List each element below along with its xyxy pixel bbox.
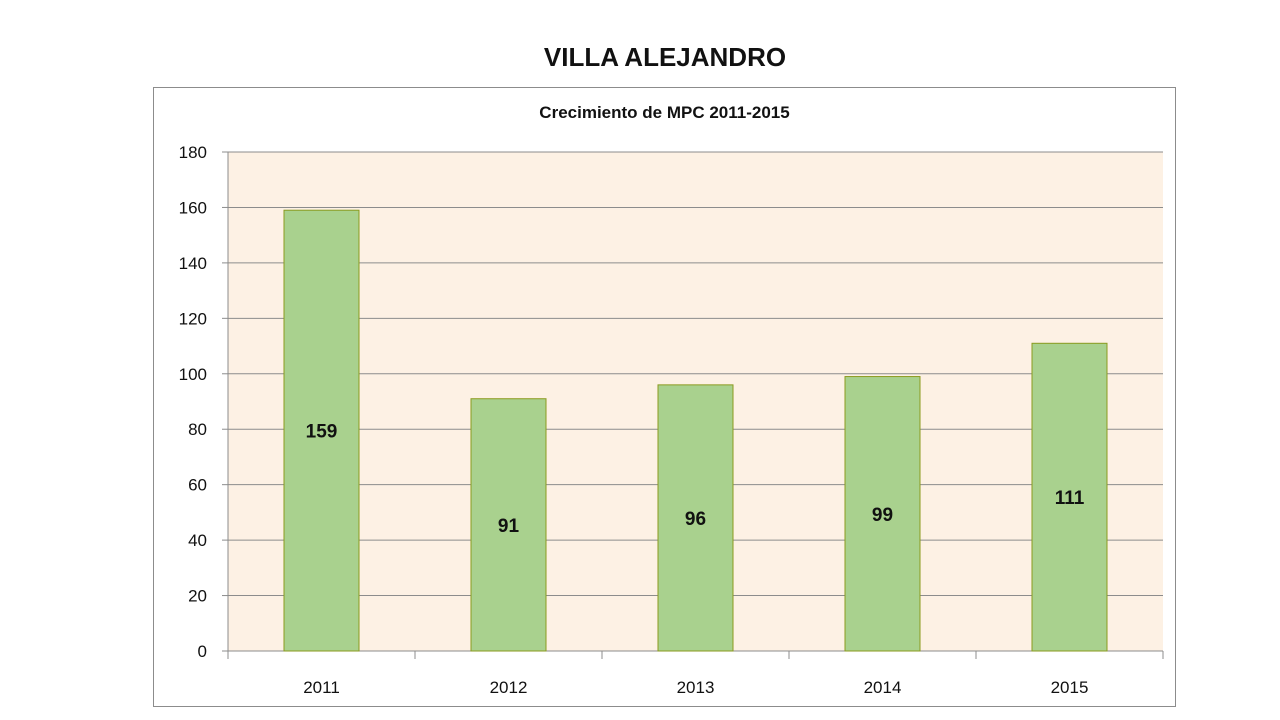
y-tick-label-0: 0 [198, 642, 207, 661]
x-tick-label-2012: 2012 [490, 678, 528, 697]
x-tick-label-2015: 2015 [1051, 678, 1089, 697]
y-tick-label-80: 80 [188, 420, 207, 439]
y-tick-label-180: 180 [179, 143, 207, 162]
chart-title: Crecimiento de MPC 2011-2015 [539, 103, 790, 122]
data-label-2012: 91 [498, 516, 520, 537]
y-tick-label-160: 160 [179, 198, 207, 217]
bar-chart: 0 20 40 60 80 100 120 140 160 180 159 2011 91 2012 96 2… [179, 143, 1164, 697]
data-label-2011: 159 [306, 422, 338, 443]
x-tick-label-2013: 2013 [677, 678, 715, 697]
data-label-2015: 111 [1055, 488, 1085, 509]
slide-title: VILLA ALEJANDRO [543, 42, 787, 72]
y-tick-label-100: 100 [179, 365, 207, 384]
y-tick-label-40: 40 [188, 531, 207, 550]
x-tick-label-2011: 2011 [303, 678, 340, 697]
y-tick-label-60: 60 [188, 476, 207, 495]
y-tick-label-120: 120 [179, 309, 207, 328]
bar-2011 [283, 209, 360, 652]
bar-2012 [470, 398, 547, 652]
data-label-2014: 99 [872, 505, 893, 526]
data-label-2013: 96 [685, 509, 706, 530]
y-tick-label-140: 140 [179, 254, 207, 273]
chart-frame: Crecimiento de MPC 2011-2015 0 20 40 60 80 10… [153, 87, 1176, 707]
bar-2013 [657, 384, 734, 652]
y-tick-label-20: 20 [188, 587, 207, 606]
bar-2015 [1031, 342, 1108, 652]
x-tick-label-2014: 2014 [864, 678, 902, 697]
bar-2014 [844, 376, 921, 652]
